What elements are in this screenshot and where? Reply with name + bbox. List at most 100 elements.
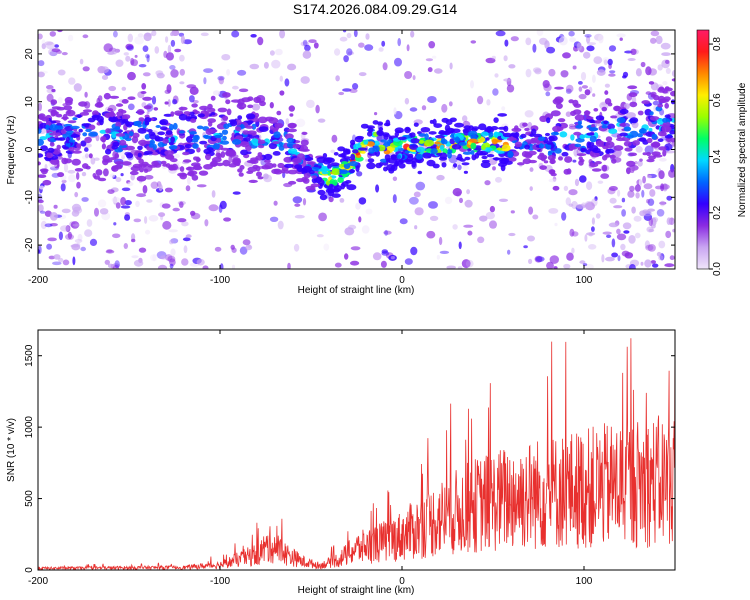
spectrogram-band-blob xyxy=(223,123,230,130)
spectrogram-band-blob xyxy=(593,108,599,112)
spectrogram-noise-blob xyxy=(584,34,592,38)
spectrogram-noise-blob xyxy=(648,228,655,233)
spectrogram-noise-blob xyxy=(659,200,666,207)
spectrogram-noise-blob xyxy=(529,186,533,192)
spectrogram-noise-blob xyxy=(127,71,136,81)
spectrogram-noise-blob xyxy=(46,85,54,90)
spectrogram-noise-blob xyxy=(343,55,349,63)
spectrogram-noise-blob xyxy=(651,217,659,223)
spectrogram-band-blob xyxy=(430,148,438,155)
spectrogram-noise-blob xyxy=(342,30,347,33)
spectrogram-noise-blob xyxy=(130,57,135,66)
spectrogram-noise-blob xyxy=(536,30,544,36)
spectrogram-noise-blob xyxy=(62,259,70,266)
snr-x-tick-label: -100 xyxy=(210,576,230,587)
snr-x-tick-label: -200 xyxy=(28,576,48,587)
spectrogram-band-blob xyxy=(657,103,664,108)
spectrogram-noise-blob xyxy=(463,224,474,228)
spectrogram-band-blob xyxy=(619,132,628,137)
spectrogram-band-blob xyxy=(192,135,199,141)
spectrogram-band-blob xyxy=(170,136,176,143)
spectrogram-noise-blob xyxy=(647,198,655,206)
spectrogram-noise-blob xyxy=(346,32,352,39)
spectrogram-noise-blob xyxy=(105,249,115,254)
spectrogram-band-blob xyxy=(646,158,655,163)
spectrogram-band-blob xyxy=(501,144,511,152)
spectrogram-band-blob xyxy=(121,99,129,104)
spectrogram-noise-blob xyxy=(528,206,534,215)
spectrogram-noise-blob xyxy=(156,72,165,79)
spectrogram-noise-blob xyxy=(561,212,567,221)
spectrogram-noise-blob xyxy=(558,36,568,46)
spectrogram-noise-blob xyxy=(439,250,450,254)
spectrogram-band-blob xyxy=(47,147,55,153)
spectrogram-band-blob xyxy=(517,162,525,166)
spectrogram-band-blob xyxy=(507,156,517,162)
spectrogram-band-blob xyxy=(137,127,147,134)
spectrogram-band-blob xyxy=(592,147,601,153)
spectrogram-noise-blob xyxy=(606,234,612,238)
spectrogram-band-blob xyxy=(604,90,609,95)
spectrogram-band-blob xyxy=(62,146,69,150)
spectrogram-band-blob xyxy=(246,120,254,124)
spectrogram-band-blob xyxy=(50,99,58,105)
spectrogram-band-blob xyxy=(288,180,297,185)
spectrogram-noise-blob xyxy=(190,212,201,220)
spectrogram-noise-blob xyxy=(146,111,150,115)
spectrogram-band-blob xyxy=(341,161,348,165)
spectrogram-noise-blob xyxy=(219,200,227,210)
spectrogram-noise-blob xyxy=(672,228,675,233)
spectrogram-band-blob xyxy=(107,108,114,112)
spectrogram-band-blob xyxy=(490,126,499,131)
spectrogram-band-blob xyxy=(98,177,107,182)
spectrogram-band-blob xyxy=(78,128,83,133)
spectrogram-band-blob xyxy=(602,155,608,161)
spectrogram-band-blob xyxy=(662,149,667,157)
spectrogram-noise-blob xyxy=(650,30,660,37)
spectrogram-noise-blob xyxy=(645,244,654,251)
spectrogram-band-blob xyxy=(256,171,262,177)
spectrogram-noise-blob xyxy=(38,199,44,204)
spectrogram-band-blob xyxy=(651,151,661,156)
spectrogram-band-blob xyxy=(111,165,119,172)
spectrogram-noise-blob xyxy=(611,238,616,248)
spectrogram-band-blob xyxy=(114,126,121,131)
spectrogram-noise-blob xyxy=(578,93,587,100)
spectrogram-band-blob xyxy=(251,123,257,130)
spectrogram-band-blob xyxy=(41,117,50,122)
spectrogram-band-blob xyxy=(327,164,332,169)
spectrogram-band-blob xyxy=(261,165,271,170)
spectrogram-band-blob xyxy=(577,119,582,126)
spectrogram-noise-blob xyxy=(586,35,591,44)
spectrogram-band-blob xyxy=(323,157,333,162)
spectrogram-noise-blob xyxy=(583,51,591,59)
spectrogram-band-blob xyxy=(522,122,528,127)
spectrogram-noise-blob xyxy=(285,118,290,125)
spectrogram-noise-blob xyxy=(498,198,509,202)
spectrogram-band-blob xyxy=(522,158,532,165)
spectrogram-noise-blob xyxy=(346,48,353,56)
spectrogram-noise-blob xyxy=(569,228,575,237)
spectrogram-band-blob xyxy=(191,103,198,108)
spectrogram-band-blob xyxy=(601,124,608,129)
spectrogram-noise-blob xyxy=(404,71,413,79)
spectrogram-noise-blob xyxy=(151,30,157,37)
spectrogram-noise-blob xyxy=(625,112,636,119)
spectrogram-noise-blob xyxy=(434,68,443,74)
spectrogram-noise-blob xyxy=(82,66,90,72)
spectrogram-noise-blob xyxy=(432,55,437,59)
spectrogram-noise-blob xyxy=(665,150,675,154)
spectrogram-noise-blob xyxy=(639,158,643,162)
spectrogram-band-blob xyxy=(395,158,404,165)
spectrogram-noise-blob xyxy=(127,181,134,187)
spectrogram-noise-blob xyxy=(436,254,440,260)
spectrogram-band-blob xyxy=(623,126,632,132)
spectrogram-noise-blob xyxy=(352,83,359,90)
spectrogram-noise-blob xyxy=(634,184,641,192)
spectrogram-band-blob xyxy=(216,162,224,167)
spectrogram-noise-blob xyxy=(584,200,595,210)
spectrogram-noise-blob xyxy=(660,42,671,50)
spectrogram-band-blob xyxy=(554,86,564,90)
snr-y-axis: 0 500 1000 1500 xyxy=(24,344,675,573)
spectrogram-noise-blob xyxy=(648,68,657,76)
